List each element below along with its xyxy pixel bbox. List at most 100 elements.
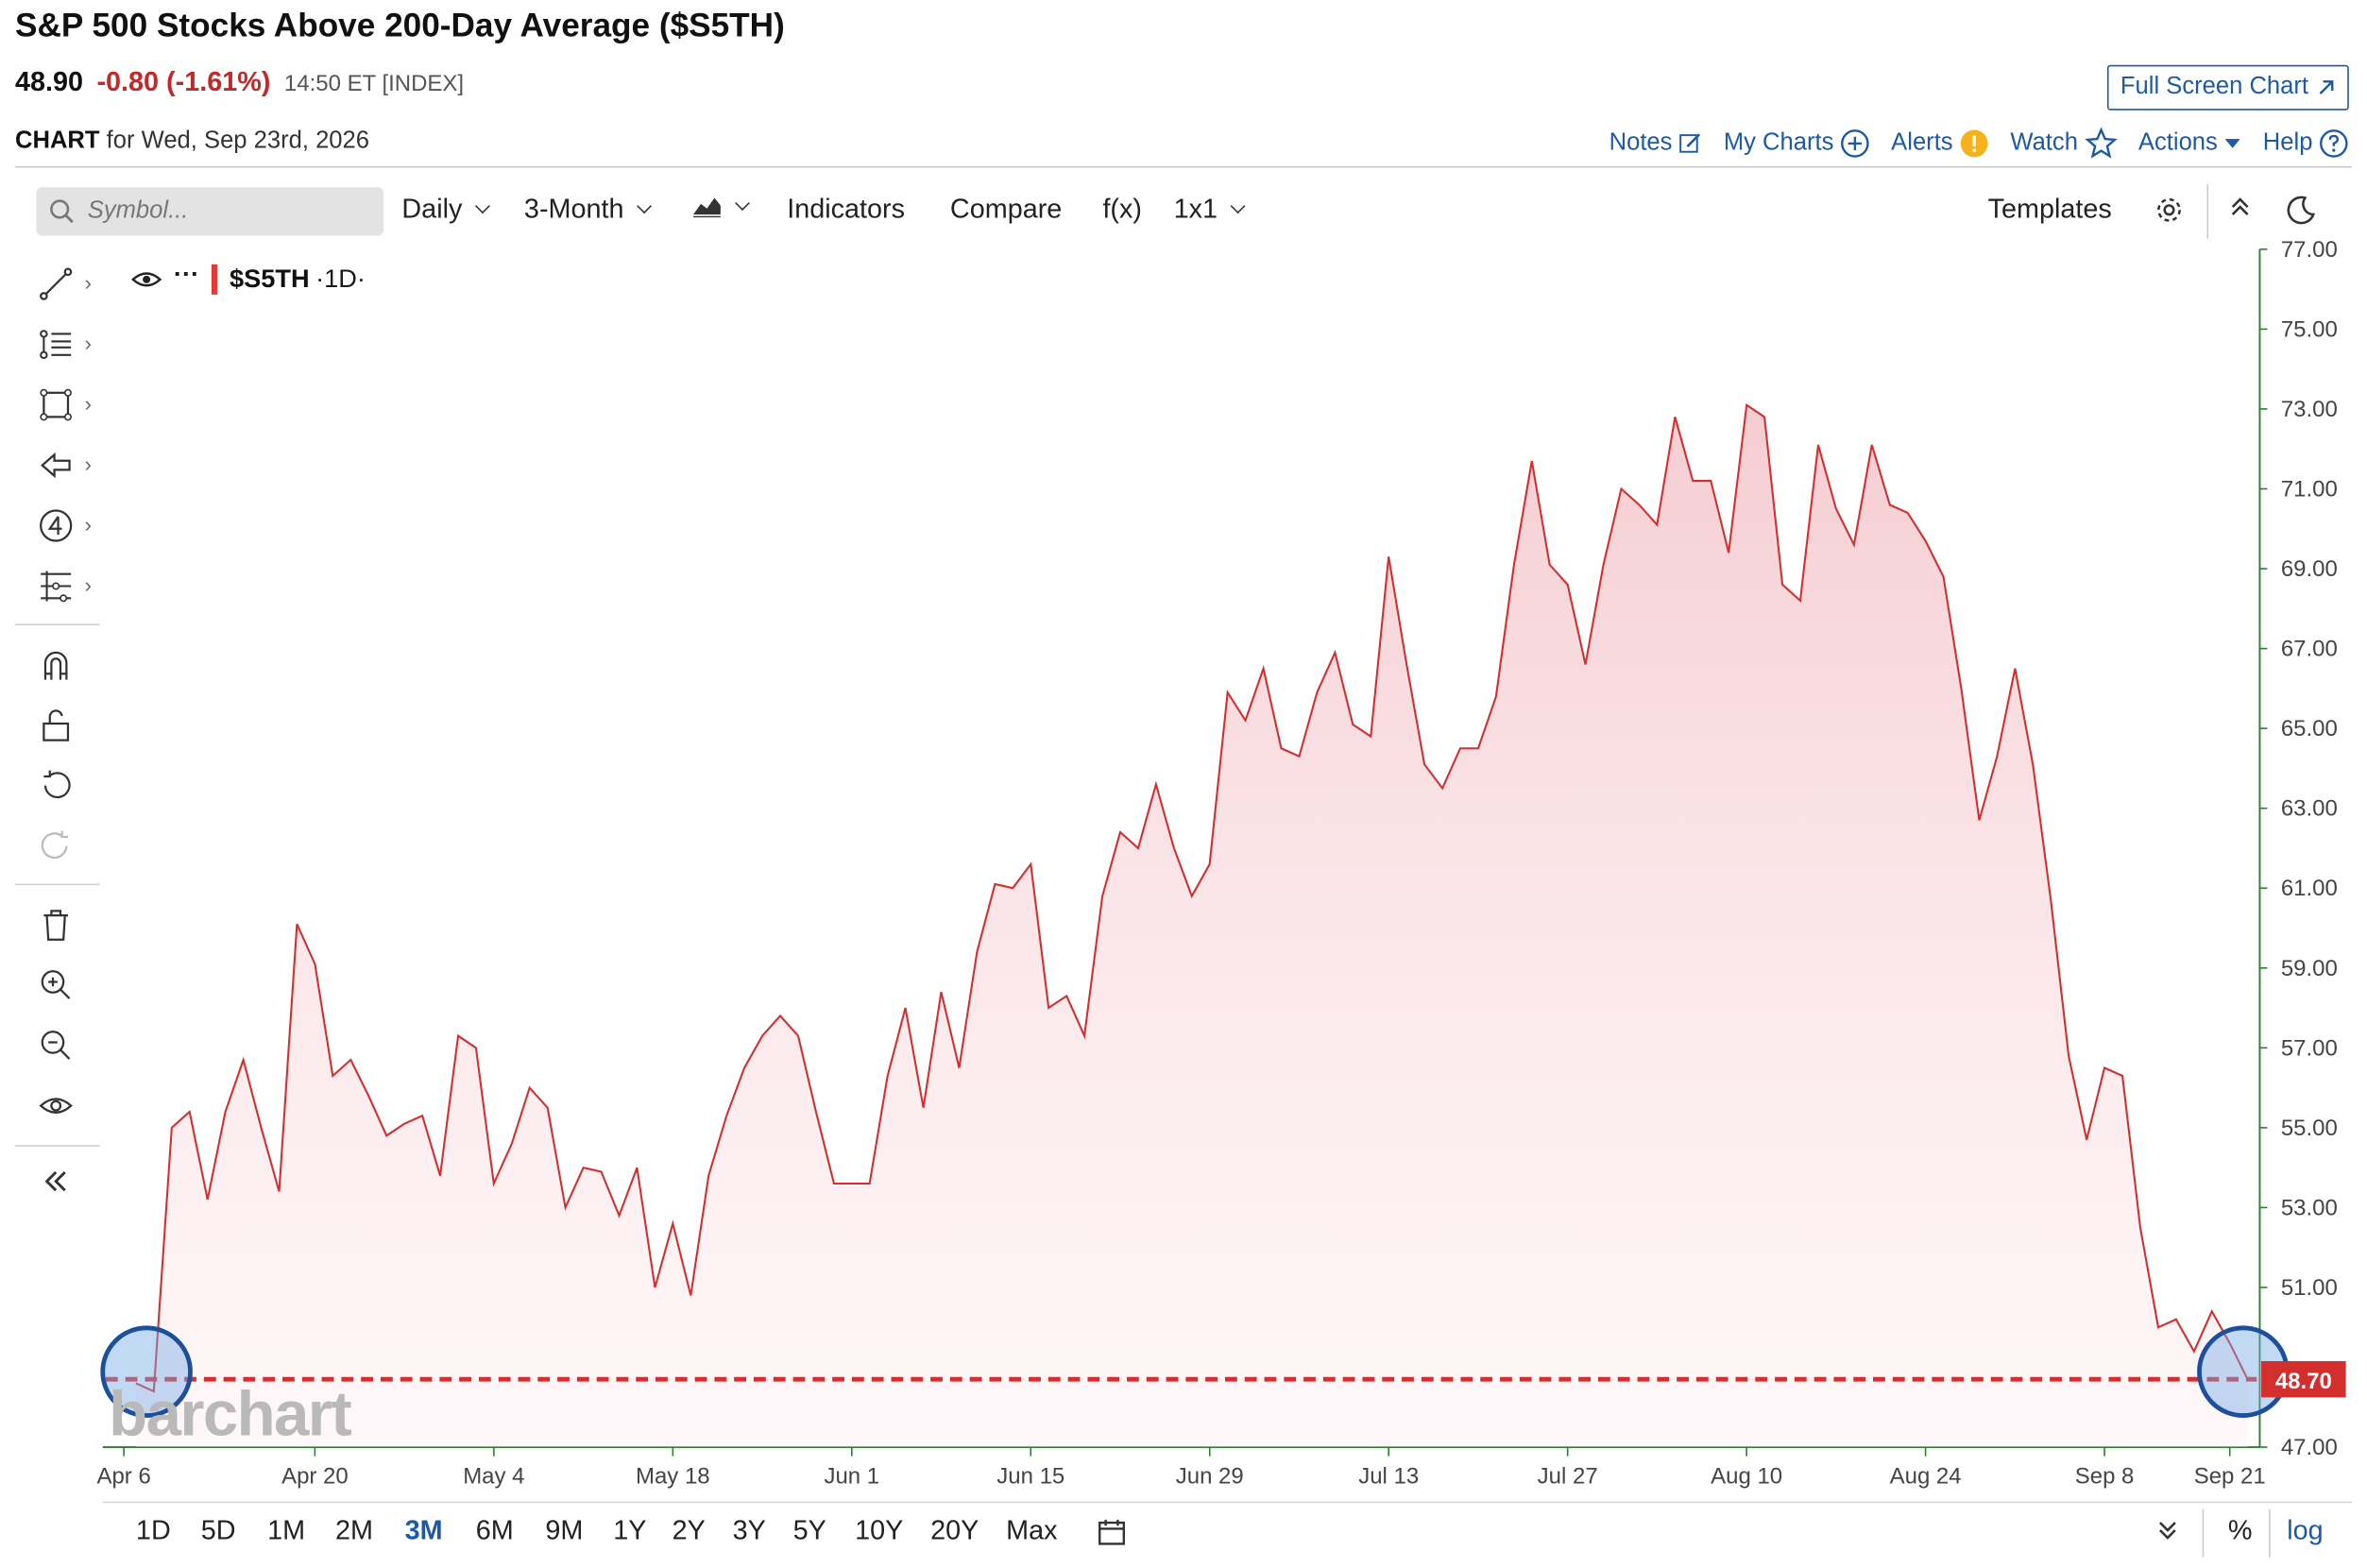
more-options-icon[interactable]: ··· — [173, 260, 200, 289]
indicators-label: Indicators — [787, 193, 906, 224]
period-dropdown[interactable]: 3-Month — [524, 194, 653, 226]
trendline-icon — [40, 267, 73, 300]
watch-link[interactable]: Watch — [2010, 127, 2118, 160]
y-tick-label: 55.00 — [2281, 1116, 2338, 1141]
range-5d[interactable]: 5D — [200, 1515, 236, 1546]
lock-tool[interactable] — [33, 703, 78, 748]
compare-button[interactable]: Compare — [950, 194, 1062, 226]
magnet-tool[interactable] — [33, 642, 78, 688]
indicators-button[interactable]: Indicators — [787, 194, 905, 226]
range-5y[interactable]: 5Y — [792, 1515, 826, 1546]
range-3y[interactable]: 3Y — [732, 1515, 766, 1546]
symbol-search[interactable]: Symbol... — [36, 187, 384, 236]
last-value-label: 48.70 — [2275, 1369, 2332, 1394]
range-1y[interactable]: 1Y — [613, 1515, 647, 1546]
help-link[interactable]: Help — [2263, 128, 2349, 159]
y-tick-label: 67.00 — [2281, 637, 2338, 662]
y-tick-label: 47.00 — [2281, 1435, 2338, 1460]
templates-button[interactable]: Templates — [1988, 194, 2112, 226]
measure-icon — [41, 571, 72, 603]
eye-icon[interactable] — [131, 269, 162, 290]
barchart-watermark: barchart — [109, 1377, 352, 1449]
chevron-right-icon: › — [84, 572, 93, 597]
chart-type-dropdown[interactable] — [691, 194, 750, 218]
watch-label: Watch — [2010, 129, 2078, 156]
external-arrow-icon — [2319, 80, 2334, 95]
actions-menu[interactable]: Actions — [2138, 130, 2241, 158]
arrow-tool[interactable] — [33, 443, 78, 488]
function-button[interactable]: f(x) — [1102, 194, 1142, 226]
range-3m[interactable]: 3M — [404, 1515, 443, 1546]
notes-label: Notes — [1609, 129, 1673, 156]
zoom-out-icon — [41, 1031, 71, 1060]
quote-time: 14:50 ET [INDEX] — [283, 71, 465, 97]
range-max[interactable]: Max — [1006, 1515, 1058, 1546]
zoom-out-button[interactable] — [33, 1023, 78, 1068]
redo-icon — [41, 830, 68, 860]
unlock-icon — [43, 709, 70, 741]
alert-icon — [1960, 129, 1988, 158]
alerts-label: Alerts — [1891, 129, 1953, 156]
chart-date: for Wed, Sep 23rd, 2026 — [106, 128, 370, 155]
interval-dropdown[interactable]: Daily — [401, 194, 490, 226]
settings-button[interactable] — [2153, 194, 2186, 227]
collapse-sidebar-button[interactable] — [33, 1159, 78, 1204]
range-1m[interactable]: 1M — [267, 1515, 306, 1546]
y-tick-label: 77.00 — [2281, 237, 2338, 263]
layout-dropdown[interactable]: 1x1 — [1173, 193, 1246, 226]
quote-line: 48.90 -0.80 (-1.61%) 14:50 ET [INDEX] — [15, 66, 464, 98]
range-6m[interactable]: 6M — [475, 1515, 514, 1546]
trendline-tool[interactable] — [33, 262, 78, 307]
y-tick-label: 63.00 — [2281, 796, 2338, 822]
trash-icon — [43, 910, 68, 941]
range-10y[interactable]: 10Y — [855, 1515, 904, 1546]
symbol-placeholder: Symbol... — [87, 197, 189, 224]
sidebar-divider — [14, 1145, 100, 1147]
undo-icon — [43, 770, 71, 799]
y-tick-label: 69.00 — [2281, 556, 2338, 582]
my-charts-link[interactable]: My Charts — [1724, 128, 1870, 159]
x-tick-label: May 18 — [636, 1463, 710, 1489]
legend-interval: ·1D· — [315, 264, 366, 294]
series-line — [135, 402, 2249, 1393]
series-legend: ··· $S5TH ·1D· — [131, 260, 366, 295]
layout-label: 1x1 — [1173, 193, 1218, 224]
range-9m[interactable]: 9M — [545, 1515, 584, 1546]
bottom-divider — [2269, 1508, 2271, 1558]
chevron-right-icon: › — [84, 452, 93, 476]
calendar-button[interactable] — [1097, 1517, 1127, 1555]
delete-button[interactable] — [33, 902, 78, 947]
range-2y[interactable]: 2Y — [672, 1515, 706, 1546]
collapse-button[interactable] — [2226, 194, 2254, 221]
x-tick-label: Jun 15 — [996, 1463, 1064, 1489]
x-tick-label: Apr 6 — [96, 1463, 150, 1489]
zoom-in-button[interactable] — [33, 963, 78, 1008]
alerts-link[interactable]: Alerts — [1891, 128, 1989, 159]
measure-tool[interactable] — [33, 564, 78, 609]
visibility-button[interactable] — [33, 1083, 78, 1129]
range-2m[interactable]: 2M — [335, 1515, 374, 1546]
range-1d[interactable]: 1D — [135, 1515, 171, 1546]
dark-mode-toggle[interactable] — [2284, 194, 2317, 227]
full-screen-button[interactable]: Full Screen Chart — [2106, 64, 2349, 111]
y-tick-label: 71.00 — [2281, 477, 2338, 503]
annotation-tool[interactable] — [33, 503, 78, 549]
x-tick-label: Jul 13 — [1358, 1463, 1419, 1489]
undo-button[interactable] — [33, 763, 78, 809]
expand-button[interactable] — [2154, 1517, 2182, 1552]
header-divider — [14, 165, 2353, 168]
magnet-icon — [43, 651, 68, 680]
fibonacci-tool[interactable] — [33, 322, 78, 367]
compare-label: Compare — [949, 193, 1063, 224]
notes-link[interactable]: Notes — [1609, 130, 1703, 158]
percent-toggle[interactable]: % — [2227, 1515, 2253, 1546]
log-toggle[interactable]: log — [2287, 1515, 2324, 1546]
range-20y[interactable]: 20Y — [930, 1515, 979, 1546]
help-icon — [2320, 129, 2348, 158]
chevron-right-icon: › — [84, 331, 93, 355]
redo-button[interactable] — [33, 824, 78, 869]
x-tick-label: Jun 29 — [1176, 1463, 1244, 1489]
chevron-right-icon: › — [84, 391, 93, 416]
shape-tool[interactable] — [33, 383, 78, 428]
price-chart[interactable]: 48.70 77.00 75.00 73.00 71.00 69.00 67.00 65.0… — [0, 0, 2367, 1510]
